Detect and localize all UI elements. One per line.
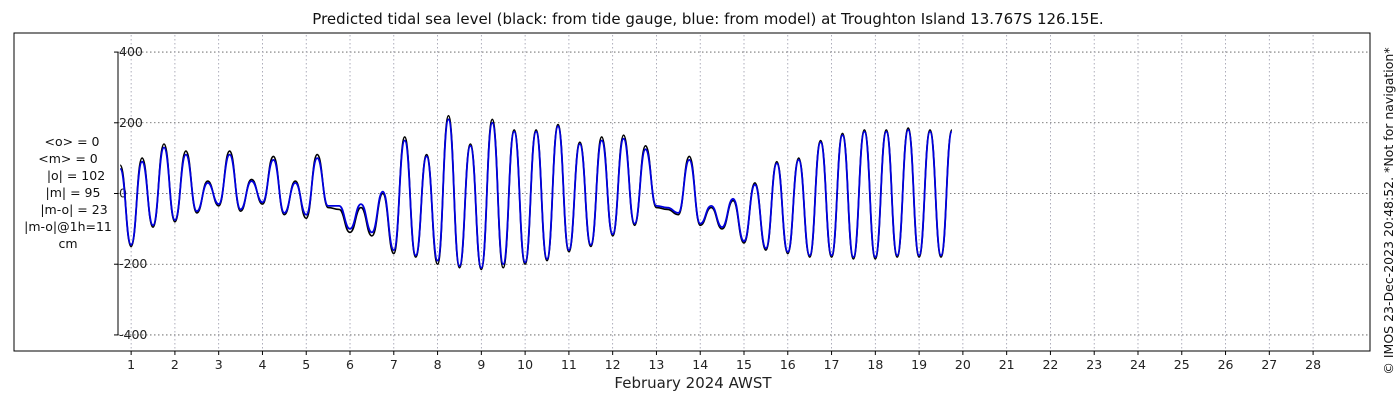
- stat-mean-model: <m> = 0: [38, 151, 98, 166]
- x-tick-label: 6: [346, 357, 354, 372]
- x-tick-label: 15: [736, 357, 752, 372]
- stat-abs-obs: |o| = 102: [47, 168, 105, 183]
- series-gauge-line: [119, 114, 953, 271]
- x-tick-label: 22: [1042, 357, 1058, 372]
- x-tick-label: 10: [517, 357, 533, 372]
- x-tick-label: 28: [1305, 357, 1321, 372]
- x-tick-label: 27: [1261, 357, 1277, 372]
- x-tick-label: 26: [1218, 357, 1234, 372]
- y-tick-label: 200: [119, 115, 143, 130]
- x-tick-label: 4: [258, 357, 266, 372]
- series-model-line: [119, 118, 953, 269]
- plot-frame: [13, 32, 1371, 352]
- y-tick-label: 400: [119, 44, 143, 59]
- chart-title: Predicted tidal sea level (black: from t…: [312, 10, 1103, 28]
- x-tick-label: 8: [434, 357, 442, 372]
- credit-text: © IMOS 23-Dec-2023 20:48:52. *Not for na…: [1381, 47, 1396, 374]
- side-stats: <o> = 0 <m> = 0 |o| = 102 |m| = 95 |m-o|…: [24, 134, 112, 251]
- x-tick-label: 18: [867, 357, 883, 372]
- x-axis: 1 2 3 4 5 6 7 8 9 10 11 12 13 14 15 16 17 18 19 20 21 22 23 24 2…: [127, 351, 1321, 372]
- x-tick-label: 9: [477, 357, 485, 372]
- x-tick-label: 24: [1130, 357, 1146, 372]
- x-tick-label: 7: [390, 357, 398, 372]
- x-tick-label: 2: [171, 357, 179, 372]
- x-tick-label: 14: [692, 357, 708, 372]
- x-tick-label: 13: [648, 357, 664, 372]
- x-tick-label: 21: [999, 357, 1015, 372]
- x-tick-label: 5: [302, 357, 310, 372]
- stat-abs-diff: |m-o| = 23: [40, 202, 107, 217]
- x-axis-label: February 2024 AWST: [614, 374, 772, 392]
- x-tick-label: 20: [955, 357, 971, 372]
- stat-unit: cm: [58, 236, 77, 251]
- stat-abs-diff-1h: |m-o|@1h=11: [24, 219, 112, 234]
- x-tick-label: 1: [127, 357, 135, 372]
- y-tick-label: -400: [119, 327, 147, 342]
- stat-mean-obs: <o> = 0: [45, 134, 100, 149]
- x-tick-label: 23: [1086, 357, 1102, 372]
- x-tick-label: 16: [780, 357, 796, 372]
- x-tick-label: 12: [605, 357, 621, 372]
- grid-lines: [118, 35, 1370, 351]
- x-tick-label: 17: [824, 357, 840, 372]
- stat-abs-model: |m| = 95: [46, 185, 101, 200]
- x-tick-label: 19: [911, 357, 927, 372]
- x-tick-label: 3: [215, 357, 223, 372]
- x-tick-label: 25: [1174, 357, 1190, 372]
- x-tick-label: 11: [561, 357, 577, 372]
- y-tick-label: 0: [119, 186, 127, 201]
- y-tick-label: -200: [119, 256, 147, 271]
- series-lines: [119, 114, 953, 271]
- y-axis: -400 -200 0 200 400: [114, 44, 147, 342]
